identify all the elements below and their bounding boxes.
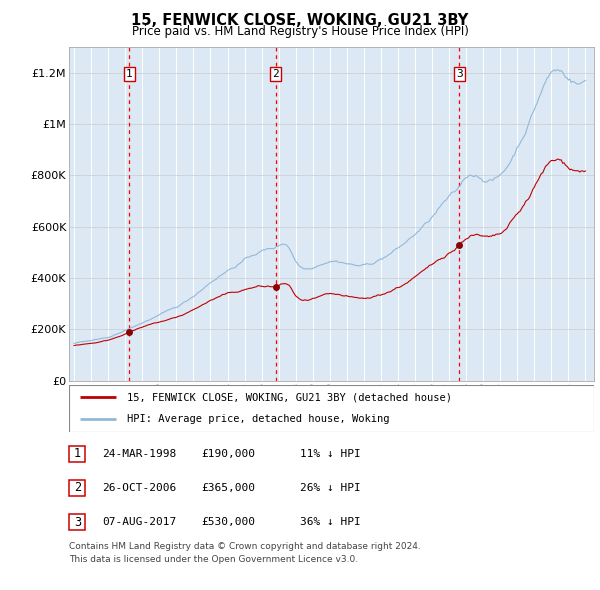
Text: 36% ↓ HPI: 36% ↓ HPI [300,517,361,527]
Text: £365,000: £365,000 [201,483,255,493]
Text: £190,000: £190,000 [201,449,255,458]
Text: 15, FENWICK CLOSE, WOKING, GU21 3BY: 15, FENWICK CLOSE, WOKING, GU21 3BY [131,13,469,28]
FancyBboxPatch shape [70,446,85,461]
Text: 1: 1 [126,69,133,79]
Text: 2: 2 [74,481,81,494]
Text: 07-AUG-2017: 07-AUG-2017 [102,517,176,527]
Text: 11% ↓ HPI: 11% ↓ HPI [300,449,361,458]
Text: 3: 3 [456,69,463,79]
Text: HPI: Average price, detached house, Woking: HPI: Average price, detached house, Woki… [127,414,389,424]
FancyBboxPatch shape [70,480,85,496]
FancyBboxPatch shape [70,514,85,530]
Text: 26% ↓ HPI: 26% ↓ HPI [300,483,361,493]
Text: 26-OCT-2006: 26-OCT-2006 [102,483,176,493]
Text: This data is licensed under the Open Government Licence v3.0.: This data is licensed under the Open Gov… [69,555,358,564]
Text: £530,000: £530,000 [201,517,255,527]
Text: 1: 1 [74,447,81,460]
Text: Contains HM Land Registry data © Crown copyright and database right 2024.: Contains HM Land Registry data © Crown c… [69,542,421,551]
Text: 2: 2 [272,69,279,79]
Text: Price paid vs. HM Land Registry's House Price Index (HPI): Price paid vs. HM Land Registry's House … [131,25,469,38]
Text: 24-MAR-1998: 24-MAR-1998 [102,449,176,458]
Text: 3: 3 [74,516,81,529]
Text: 15, FENWICK CLOSE, WOKING, GU21 3BY (detached house): 15, FENWICK CLOSE, WOKING, GU21 3BY (det… [127,392,452,402]
